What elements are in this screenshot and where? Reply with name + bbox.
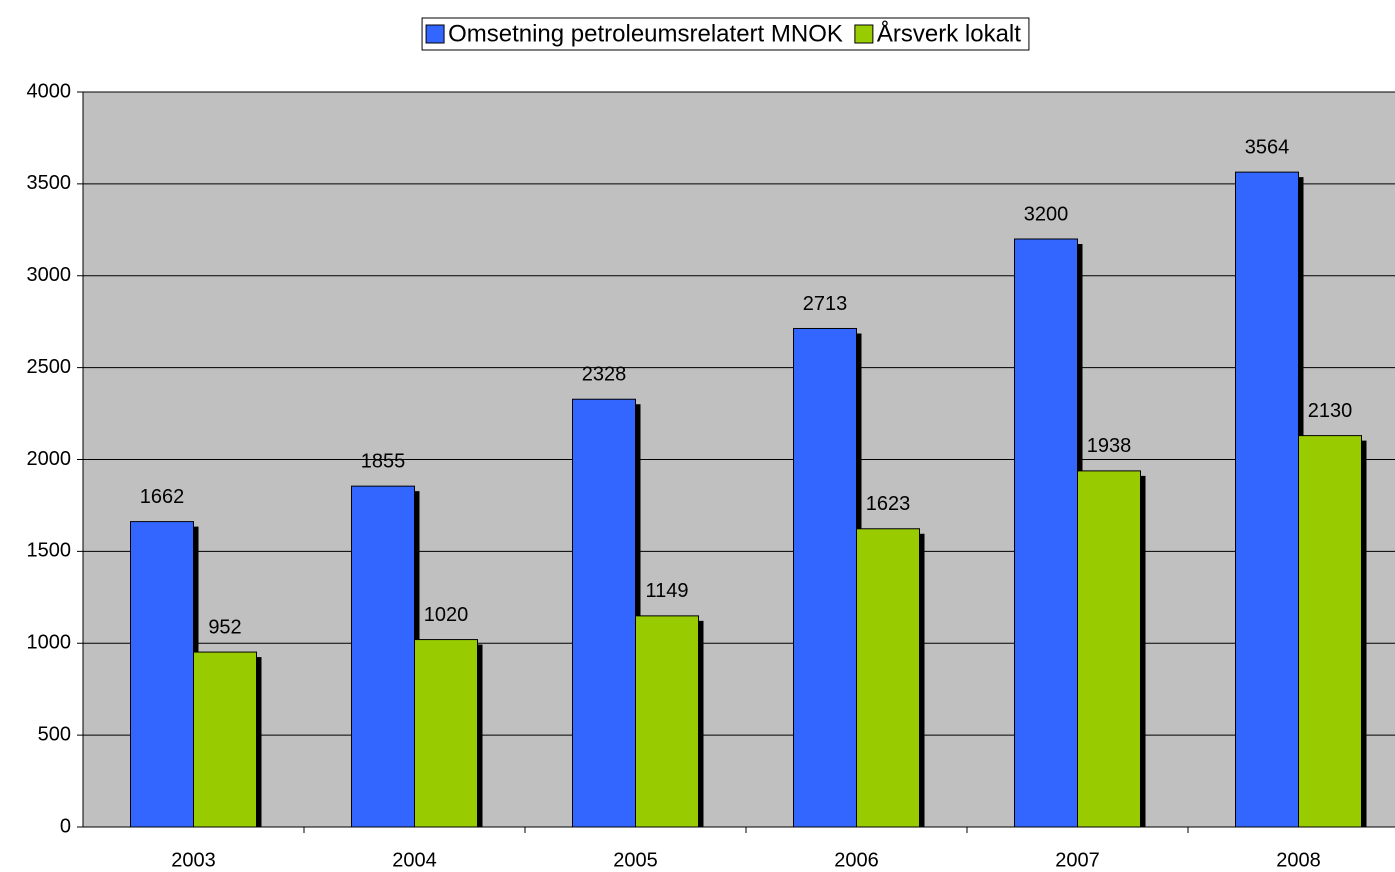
y-tick-label: 1000 <box>27 632 72 654</box>
legend-swatch <box>854 24 874 44</box>
data-label: 1662 <box>140 486 185 508</box>
x-tick-label: 2003 <box>171 849 216 871</box>
bar <box>1298 435 1362 828</box>
data-label: 1020 <box>424 604 469 626</box>
bar <box>351 485 415 828</box>
x-tick-label: 2005 <box>613 849 658 871</box>
y-tick-label: 0 <box>60 815 71 837</box>
x-tick-label: 2008 <box>1276 849 1321 871</box>
data-label: 1623 <box>866 493 911 515</box>
data-label: 3564 <box>1245 136 1290 158</box>
y-tick-label: 2000 <box>27 448 72 470</box>
bar <box>793 327 857 828</box>
data-label: 1938 <box>1087 435 1132 457</box>
data-label: 3200 <box>1024 203 1069 225</box>
legend-swatch <box>425 24 445 44</box>
bar <box>414 639 478 828</box>
data-label: 1149 <box>645 580 688 602</box>
y-tick-label: 2500 <box>27 356 72 378</box>
x-tick-label: 2006 <box>834 849 879 871</box>
bar <box>1235 171 1299 828</box>
bar <box>572 398 636 828</box>
bar <box>1014 238 1078 828</box>
y-tick-label: 500 <box>38 723 71 745</box>
data-label: 2130 <box>1308 400 1353 422</box>
data-label: 2713 <box>803 293 848 315</box>
data-label: 2328 <box>582 364 627 386</box>
y-tick-label: 3000 <box>27 264 72 286</box>
legend: Omsetning petroleumsrelatert MNOK Årsverk… <box>421 17 1030 51</box>
bar <box>635 615 699 828</box>
legend-label: Årsverk lokalt <box>877 19 1021 47</box>
bar <box>1077 470 1141 828</box>
y-tick-label: 1500 <box>27 540 72 562</box>
bar <box>130 521 194 828</box>
legend-label: Omsetning petroleumsrelatert MNOK <box>448 20 843 47</box>
legend-box <box>421 17 1030 51</box>
bar <box>856 528 920 828</box>
y-tick-label: 4000 <box>27 80 72 102</box>
data-label: 952 <box>208 616 241 638</box>
x-tick-label: 2007 <box>1055 849 1100 871</box>
y-tick-label: 3500 <box>27 172 72 194</box>
bar <box>193 651 257 828</box>
x-tick-label: 2004 <box>392 849 437 871</box>
data-label: 1855 <box>361 450 406 472</box>
